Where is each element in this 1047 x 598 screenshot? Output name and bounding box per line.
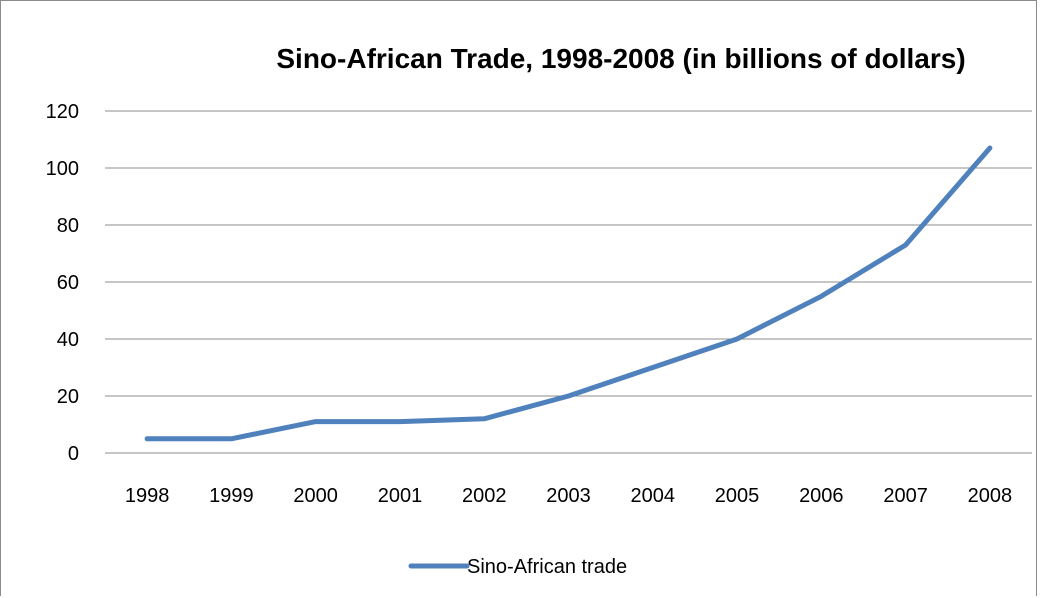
x-tick-label: 2008 (968, 485, 1013, 507)
series-line (144, 145, 993, 442)
x-tick-label: 1999 (209, 485, 254, 507)
legend: Sino-African trade (408, 556, 627, 578)
y-tick-label: 40 (57, 329, 79, 351)
gridlines (105, 110, 1032, 454)
x-tick-label: 2003 (546, 485, 591, 507)
series-lines (144, 145, 993, 442)
x-axis-ticks: 1998 1999 2000 2001 2002 2003 2004 2005 2006 2007… (125, 485, 1012, 507)
y-tick-label: 100 (46, 158, 79, 180)
y-tick-label: 0 (68, 443, 79, 465)
chart-title: Sino-African Trade, 1998-2008 (in billio… (276, 43, 965, 74)
x-tick-label: 2005 (715, 485, 760, 507)
x-tick-label: 1998 (125, 485, 170, 507)
x-tick-label: 2007 (883, 485, 928, 507)
x-tick-label: 2006 (799, 485, 844, 507)
y-tick-label: 20 (57, 386, 79, 408)
x-tick-label: 2002 (462, 485, 507, 507)
x-tick-label: 2004 (631, 485, 676, 507)
y-tick-label: 60 (57, 272, 79, 294)
y-axis-ticks: 0 20 40 60 80 100 120 (46, 101, 79, 465)
y-tick-label: 120 (46, 101, 79, 123)
y-tick-label: 80 (57, 215, 79, 237)
x-tick-label: 2001 (378, 485, 423, 507)
x-tick-label: 2000 (293, 485, 338, 507)
legend-label: Sino-African trade (467, 556, 627, 578)
